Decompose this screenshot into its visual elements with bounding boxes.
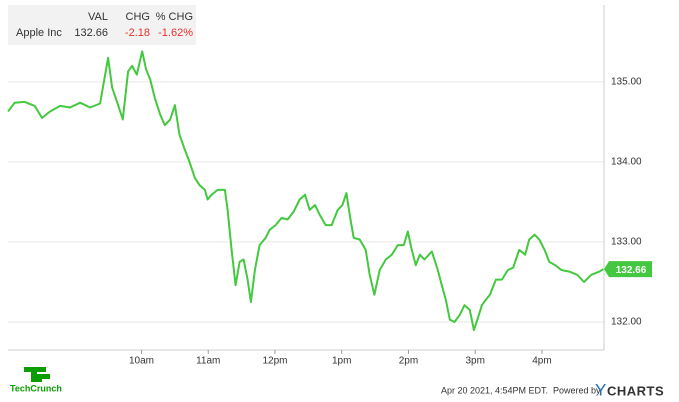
quote-header: % CHG xyxy=(156,11,193,23)
x-tick-label: 2pm xyxy=(399,356,418,367)
provider-name: CHARTS xyxy=(607,383,664,398)
x-tick-label: 12pm xyxy=(262,356,287,367)
quote-change: -2.18 xyxy=(125,27,150,39)
last-price-box xyxy=(604,261,652,278)
x-tick-label: 4pm xyxy=(532,356,551,367)
quote-box xyxy=(8,5,196,45)
footer-date: Apr 20 2021, 4:54PM EDT. xyxy=(441,385,548,395)
provider-initial: Y xyxy=(595,380,606,399)
x-tick-label: 11am xyxy=(196,356,220,367)
quote-change-pct: -1.62% xyxy=(158,27,193,39)
price-line xyxy=(7,50,604,331)
quote-header: CHG xyxy=(126,11,150,23)
series-name: Apple Inc xyxy=(16,27,62,39)
y-tick-label: 132.00 xyxy=(611,317,642,328)
x-tick-label: 1pm xyxy=(332,356,351,367)
powered-by: Powered by xyxy=(553,385,601,395)
publisher-name: TechCrunch xyxy=(10,383,62,393)
x-tick-label: 10am xyxy=(129,356,154,367)
publisher-logo xyxy=(24,367,50,382)
x-tick-label: 3pm xyxy=(465,356,484,367)
last-price-label: 132.66 xyxy=(616,265,647,276)
quote-value: 132.66 xyxy=(74,27,108,39)
y-tick-label: 133.00 xyxy=(611,237,642,248)
y-tick-label: 134.00 xyxy=(611,157,642,168)
quote-header: VAL xyxy=(88,11,108,23)
y-tick-label: 135.00 xyxy=(611,76,642,87)
